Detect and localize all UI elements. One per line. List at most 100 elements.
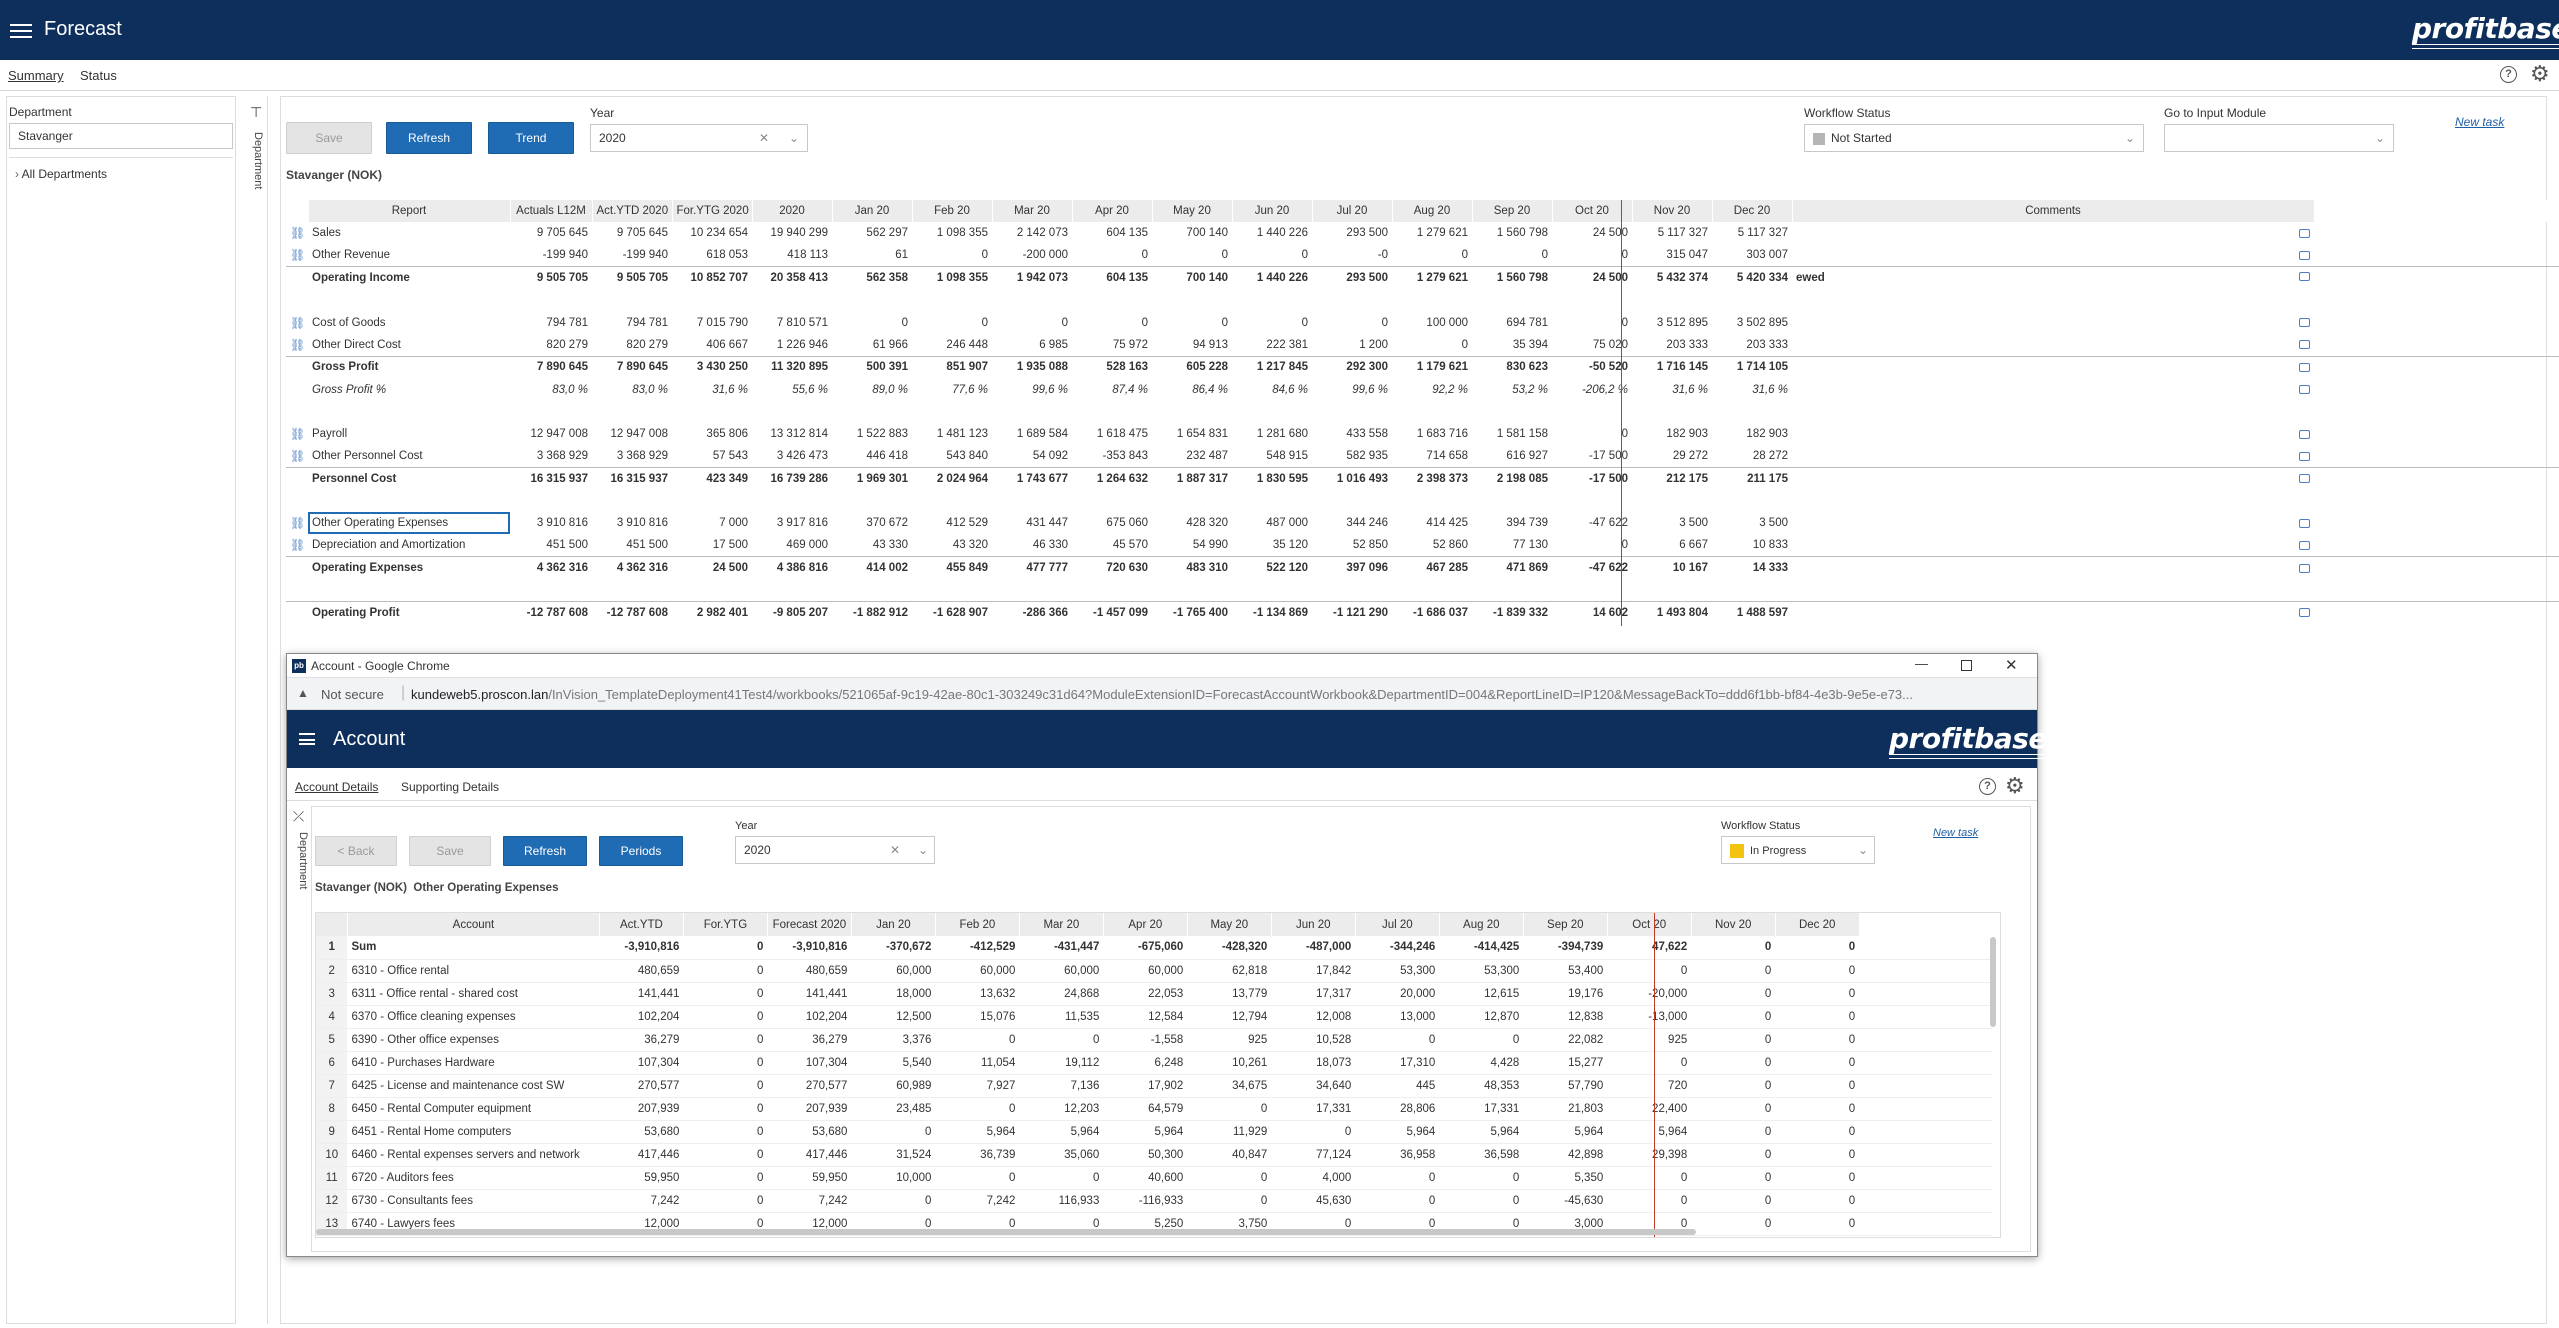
value-cell[interactable]: -370,672 [851, 936, 936, 960]
comment-cell[interactable] [1792, 512, 2314, 534]
value-cell[interactable]: 0 [1607, 1051, 1692, 1075]
account-name[interactable]: 6370 - Office cleaning expenses [347, 1005, 600, 1029]
value-cell[interactable]: 0 [1691, 1143, 1776, 1167]
value-cell[interactable]: 480,659 [767, 959, 852, 983]
value-cell[interactable]: 0 [683, 1120, 768, 1144]
value-cell[interactable]: 22,053 [1103, 982, 1188, 1006]
account-row[interactable]: 5 6390 - Other office expenses 36,279 0 36,2… [316, 1028, 1992, 1052]
value-cell[interactable]: 0 [1691, 1120, 1776, 1144]
comment-cell[interactable] [1792, 289, 2314, 311]
value-cell[interactable]: 15,277 [1523, 1051, 1608, 1075]
account-row[interactable]: 8 6450 - Rental Computer equipment 207,939… [316, 1097, 1992, 1121]
value-cell[interactable]: 0 [1691, 1005, 1776, 1029]
settings-gear-icon[interactable]: ⚙ [2530, 61, 2550, 86]
value-cell[interactable]: 0 [1775, 1005, 1860, 1029]
account-name[interactable]: 6450 - Rental Computer equipment [347, 1097, 600, 1121]
value-cell[interactable]: 19,112 [1019, 1051, 1104, 1075]
value-cell[interactable]: 5,964 [1439, 1120, 1524, 1144]
clear-icon[interactable]: ✕ [889, 843, 900, 857]
value-cell[interactable]: 0 [1775, 1143, 1860, 1167]
value-cell[interactable]: 12,794 [1187, 1005, 1272, 1029]
back-button[interactable]: < Back [315, 836, 397, 866]
trend-button[interactable]: Trend [488, 122, 574, 154]
value-cell[interactable]: 0 [1187, 1097, 1272, 1121]
value-cell[interactable]: 0 [1691, 936, 1776, 960]
column-header[interactable]: Comments [1792, 200, 2315, 223]
value-cell[interactable]: 48,353 [1439, 1074, 1524, 1098]
value-cell[interactable]: 0 [1775, 1074, 1860, 1098]
chevron-down-icon[interactable]: ⌄ [788, 131, 799, 145]
comment-cell[interactable] [1792, 355, 2314, 379]
value-cell[interactable]: 0 [851, 1189, 936, 1213]
value-cell[interactable]: 53,300 [1355, 959, 1440, 983]
value-cell[interactable]: 4,000 [1271, 1166, 1356, 1190]
value-cell[interactable]: 22,082 [1523, 1028, 1608, 1052]
value-cell[interactable]: 34,640 [1271, 1074, 1356, 1098]
column-header[interactable]: Feb 20 [935, 913, 1020, 936]
value-cell[interactable]: 60,000 [851, 959, 936, 983]
value-cell[interactable]: 0 [1355, 1166, 1440, 1190]
row-label[interactable]: Sales [312, 227, 341, 240]
comment-icon[interactable] [2299, 362, 2310, 372]
value-cell[interactable]: 0 [1355, 1189, 1440, 1213]
account-row[interactable]: 3 6311 - Office rental - shared cost 141,4… [316, 982, 1992, 1006]
value-cell[interactable]: 60,000 [1019, 959, 1104, 983]
comment-cell[interactable] [1792, 378, 2314, 400]
comment-cell[interactable]: ewed [1792, 266, 2314, 290]
account-name[interactable]: 6460 - Rental expenses servers and netwo… [347, 1143, 600, 1167]
value-cell[interactable]: 0 [1019, 1028, 1104, 1052]
value-cell[interactable]: 0 [1775, 959, 1860, 983]
value-cell[interactable]: 18,073 [1271, 1051, 1356, 1075]
value-cell[interactable]: 17,331 [1271, 1097, 1356, 1121]
value-cell[interactable]: 0 [1691, 959, 1776, 983]
value-cell[interactable]: 270,577 [767, 1074, 852, 1098]
value-cell[interactable]: 23,485 [851, 1097, 936, 1121]
comment-cell[interactable] [1792, 311, 2314, 333]
value-cell[interactable]: 102,204 [767, 1005, 852, 1029]
value-cell[interactable]: 13,779 [1187, 982, 1272, 1006]
value-cell[interactable]: 12,615 [1439, 982, 1524, 1006]
comment-icon[interactable] [2299, 318, 2310, 328]
value-cell[interactable]: 77,124 [1271, 1143, 1356, 1167]
hamburger-menu-icon[interactable] [10, 24, 32, 38]
value-cell[interactable]: -13,000 [1607, 1005, 1692, 1029]
column-header[interactable]: Account [347, 913, 600, 936]
column-header[interactable]: 2020 [752, 200, 833, 223]
value-cell[interactable]: 0 [1775, 1051, 1860, 1075]
value-cell[interactable]: 59,950 [599, 1166, 684, 1190]
comment-icon[interactable] [2299, 451, 2310, 461]
value-cell[interactable]: 0 [683, 1005, 768, 1029]
value-cell[interactable]: 0 [1691, 982, 1776, 1006]
value-cell[interactable]: 5,964 [1523, 1120, 1608, 1144]
drilldown-link-icon[interactable]: ⛓ [290, 449, 306, 464]
value-cell[interactable]: 0 [683, 936, 768, 960]
drilldown-link-icon[interactable]: ⛓ [290, 538, 306, 553]
value-cell[interactable]: 18,000 [851, 982, 936, 1006]
value-cell[interactable]: 0 [683, 1051, 768, 1075]
row-label[interactable]: Depreciation and Amortization [312, 539, 466, 552]
comment-icon[interactable] [2299, 518, 2310, 528]
column-header[interactable]: Report [308, 200, 511, 223]
value-cell[interactable]: 3,376 [851, 1028, 936, 1052]
comment-cell[interactable] [1792, 334, 2314, 356]
value-cell[interactable]: 57,790 [1523, 1074, 1608, 1098]
account-row[interactable]: 11 6720 - Auditors fees 59,950 0 59,950 10,00… [316, 1166, 1992, 1190]
value-cell[interactable]: 17,902 [1103, 1074, 1188, 1098]
tree-item-all-departments[interactable]: › All Departments [15, 167, 107, 181]
comment-cell[interactable] [1792, 579, 2314, 601]
value-cell[interactable]: 12,203 [1019, 1097, 1104, 1121]
column-header[interactable]: Mar 20 [992, 200, 1073, 223]
workflow-status-select[interactable]: In Progress ⌄ [1721, 836, 1875, 864]
clear-icon[interactable]: ✕ [758, 131, 769, 145]
value-cell[interactable]: 0 [1355, 1028, 1440, 1052]
value-cell[interactable]: 7,242 [599, 1189, 684, 1213]
row-label[interactable]: Payroll [312, 428, 348, 441]
value-cell[interactable]: 47,622 [1607, 936, 1692, 960]
drilldown-link-icon[interactable]: ⛓ [290, 516, 306, 531]
value-cell[interactable]: 53,680 [767, 1120, 852, 1144]
value-cell[interactable]: 0 [1607, 1189, 1692, 1213]
close-icon[interactable]: ✕ [2005, 657, 2018, 674]
drilldown-link-icon[interactable]: ⛓ [290, 337, 306, 352]
value-cell[interactable]: 60,000 [1103, 959, 1188, 983]
account-row[interactable]: 4 6370 - Office cleaning expenses 102,204 0… [316, 1005, 1992, 1029]
